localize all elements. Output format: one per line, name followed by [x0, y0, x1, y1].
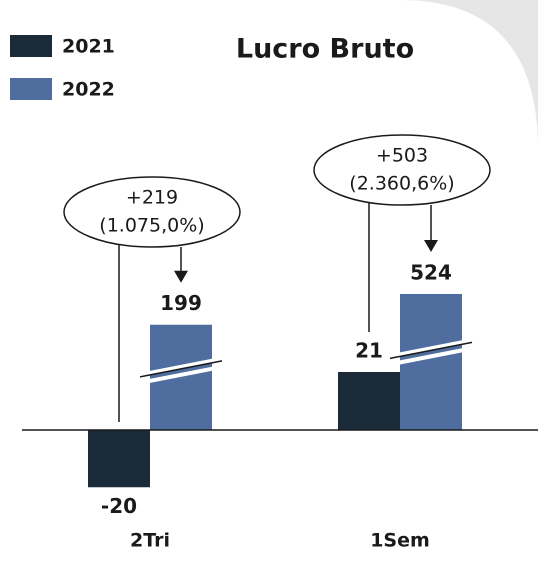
x-tick-label: 1Sem — [370, 530, 430, 552]
legend-label: 2021 — [62, 36, 115, 58]
annotation-bubble — [63, 176, 241, 248]
chart-title: Lucro Bruto — [236, 34, 414, 65]
axis-break-edge — [389, 341, 473, 360]
arrow-head — [174, 270, 188, 283]
bar — [338, 372, 400, 430]
legend-swatch — [10, 78, 52, 100]
axis-break-edge — [139, 360, 223, 378]
legend-swatch — [10, 35, 52, 57]
axis-break — [139, 356, 223, 385]
annotation-subtext: (2.360,6%) — [349, 173, 454, 195]
annotation-bubble — [313, 134, 491, 206]
annotation-text: +219 — [126, 187, 178, 209]
value-label: 21 — [355, 339, 383, 363]
x-tick-label: 2Tri — [130, 530, 170, 552]
value-label: 524 — [410, 260, 452, 284]
annotation-subtext: (1.075,0%) — [99, 215, 204, 237]
legend-label: 2022 — [62, 79, 115, 101]
annotation-text: +503 — [376, 145, 428, 167]
bar — [88, 430, 150, 488]
arrow-head — [424, 239, 438, 252]
axis-break — [389, 338, 473, 367]
corner-decoration — [400, 0, 538, 150]
value-label: 199 — [160, 291, 202, 315]
value-label: -20 — [101, 494, 137, 518]
